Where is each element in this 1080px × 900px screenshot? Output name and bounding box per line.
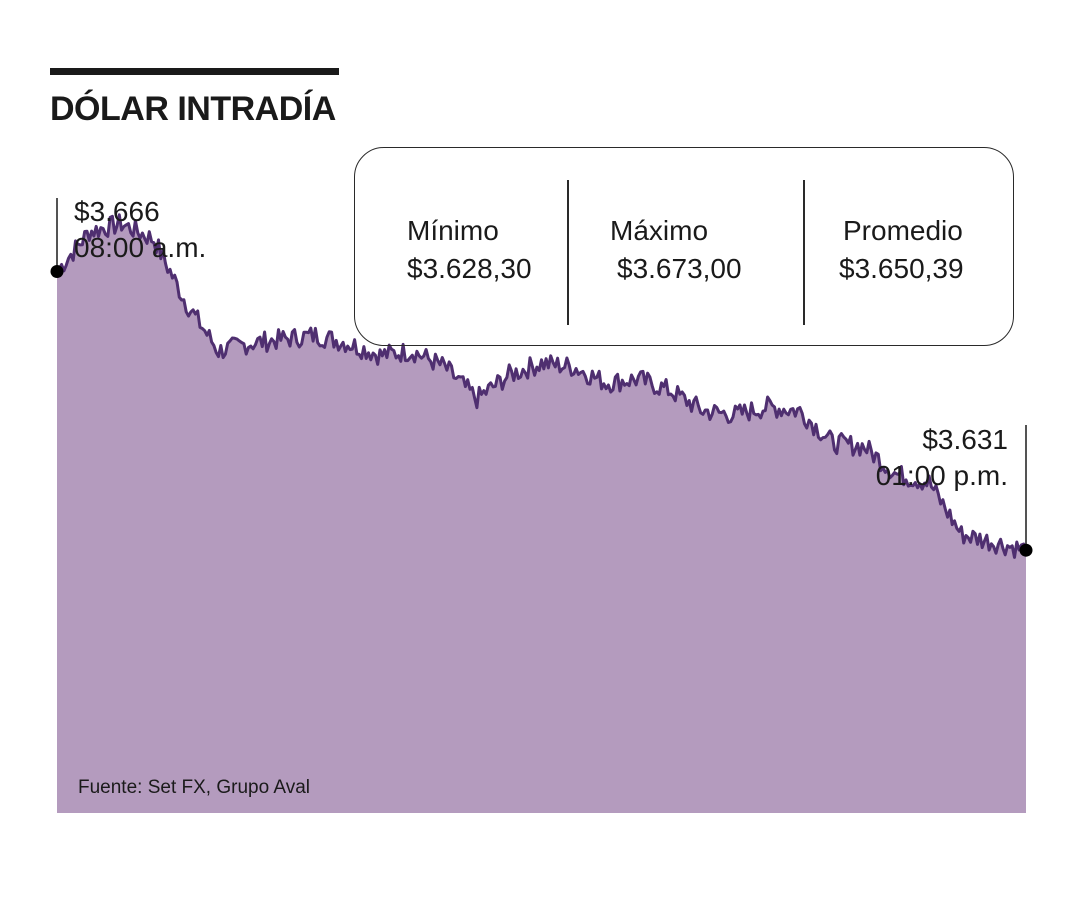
price-area: [57, 214, 1026, 814]
stat-max-label: Máximo: [610, 215, 709, 246]
stat-avg-value: $3.650,39: [839, 253, 964, 284]
start-price: $3.666: [74, 196, 160, 227]
top-rule: [50, 68, 339, 75]
start-annotation: $3.666 08:00 a.m.: [74, 194, 206, 266]
stats-divider: [567, 180, 569, 325]
stat-avg: Promedio $3.650,39: [839, 212, 964, 288]
end-time: 01:00 p.m.: [875, 460, 1008, 491]
source-note: Fuente: Set FX, Grupo Aval: [78, 777, 310, 798]
end-annotation: $3.631 01:00 p.m.: [876, 422, 1008, 494]
start-marker: [50, 264, 64, 278]
end-price: $3.631: [922, 424, 1008, 455]
end-marker: [1019, 543, 1033, 557]
stat-min-label: Mínimo: [407, 215, 499, 246]
chart-title: DÓLAR INTRADÍA: [50, 90, 336, 128]
stats-divider: [803, 180, 805, 325]
price-line: [55, 213, 1028, 559]
stat-min: Mínimo $3.628,30: [407, 212, 532, 288]
stat-min-value: $3.628,30: [407, 253, 532, 284]
stat-avg-label: Promedio: [843, 215, 963, 246]
stat-max-value: $3.673,00: [617, 253, 742, 284]
stat-max: Máximo $3.673,00: [610, 212, 742, 288]
stats-box: Mínimo $3.628,30 Máximo $3.673,00 Promed…: [354, 147, 1014, 346]
start-time: 08:00 a.m.: [74, 232, 207, 263]
